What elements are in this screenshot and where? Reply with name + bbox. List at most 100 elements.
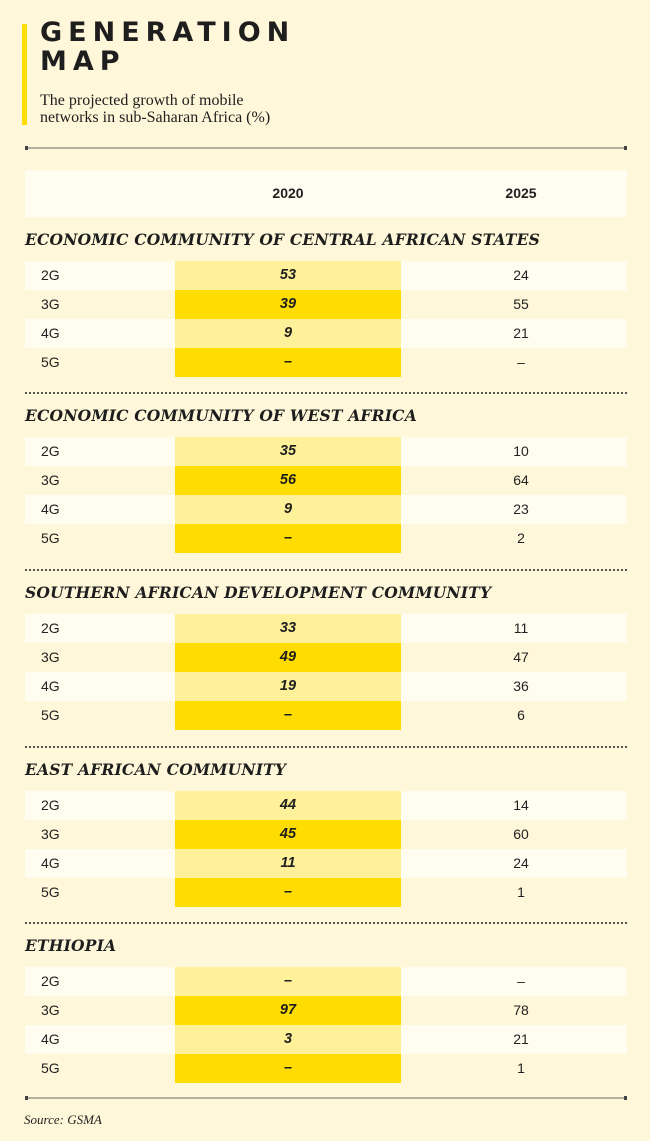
value-2025: – <box>517 973 525 989</box>
value-2025: 1 <box>517 1060 525 1076</box>
table-row: 4G 19 36 <box>25 672 627 701</box>
row-label: 2G <box>41 620 60 636</box>
value-2020: 53 <box>175 261 401 290</box>
top-divider <box>25 146 627 150</box>
section-divider <box>25 569 627 571</box>
value-2025: 78 <box>513 1002 529 1018</box>
table-row: 3G 56 64 <box>25 466 627 495</box>
value-2020: – <box>175 348 401 377</box>
table-row: 3G 97 78 <box>25 996 627 1025</box>
value-2020: 9 <box>175 495 401 524</box>
value-2020: 49 <box>175 643 401 672</box>
table-row: 4G 9 21 <box>25 319 627 348</box>
row-label: 3G <box>41 649 60 665</box>
value-2020: 19 <box>175 672 401 701</box>
value-2020: – <box>175 524 401 553</box>
subtitle-line-2: networks in sub-Saharan Africa (%) <box>40 109 271 126</box>
table-row: 2G – – <box>25 967 627 996</box>
table-row: 3G 49 47 <box>25 643 627 672</box>
value-2025: 1 <box>517 884 525 900</box>
value-2025: 60 <box>513 826 529 842</box>
value-2020: 35 <box>175 437 401 466</box>
table-row: 5G – 1 <box>25 878 627 907</box>
table-row: 5G – 2 <box>25 524 627 553</box>
row-label: 3G <box>41 826 60 842</box>
table-row: 4G 11 24 <box>25 849 627 878</box>
value-2020: – <box>175 701 401 730</box>
table-row: 2G 53 24 <box>25 261 627 290</box>
value-2025: 24 <box>513 267 529 283</box>
value-2020: 45 <box>175 820 401 849</box>
table-row: 5G – 1 <box>25 1054 627 1083</box>
section-title: EAST AFRICAN COMMUNITY <box>25 760 287 779</box>
value-2025: 24 <box>513 855 529 871</box>
row-label: 2G <box>41 797 60 813</box>
value-2020: – <box>175 878 401 907</box>
value-2025: 11 <box>513 620 529 636</box>
row-label: 5G <box>41 1060 60 1076</box>
row-label: 4G <box>41 678 60 694</box>
section-divider <box>25 746 627 748</box>
value-2020: 56 <box>175 466 401 495</box>
row-label: 4G <box>41 325 60 341</box>
column-header-2025: 2025 <box>505 185 537 201</box>
row-label: 3G <box>41 296 60 312</box>
value-2025: 21 <box>513 325 529 341</box>
table-header: 2020 2025 <box>25 170 627 217</box>
row-label: 5G <box>41 530 60 546</box>
title-accent-bar <box>22 24 27 125</box>
section-divider <box>25 922 627 924</box>
title-line-2: MAP <box>40 46 126 77</box>
row-label: 5G <box>41 354 60 370</box>
value-2025: – <box>517 354 525 370</box>
page-title: GENERATION MAP <box>40 18 295 76</box>
value-2025: 6 <box>517 707 525 723</box>
table-row: 5G – 6 <box>25 701 627 730</box>
value-2020: 9 <box>175 319 401 348</box>
value-2025: 55 <box>513 296 529 312</box>
section-title: ECONOMIC COMMUNITY OF CENTRAL AFRICAN ST… <box>25 230 540 249</box>
row-label: 2G <box>41 267 60 283</box>
table-row: 2G 44 14 <box>25 791 627 820</box>
row-label: 5G <box>41 884 60 900</box>
value-2020: – <box>175 967 401 996</box>
value-2020: 39 <box>175 290 401 319</box>
value-2025: 23 <box>513 501 529 517</box>
subtitle-line-1: The projected growth of mobile <box>40 92 244 109</box>
table-row: 4G 9 23 <box>25 495 627 524</box>
value-2020: 3 <box>175 1025 401 1054</box>
value-2025: 36 <box>513 678 529 694</box>
title-line-1: GENERATION <box>40 17 296 48</box>
section-title: SOUTHERN AFRICAN DEVELOPMENT COMMUNITY <box>25 583 492 602</box>
table-row: 2G 33 11 <box>25 614 627 643</box>
column-header-2020: 2020 <box>272 185 304 201</box>
value-2020: 33 <box>175 614 401 643</box>
section-title: ECONOMIC COMMUNITY OF WEST AFRICA <box>25 406 417 425</box>
row-label: 4G <box>41 855 60 871</box>
value-2020: 44 <box>175 791 401 820</box>
row-label: 4G <box>41 501 60 517</box>
value-2025: 47 <box>513 649 529 665</box>
section-title: ETHIOPIA <box>25 936 117 955</box>
row-label: 2G <box>41 443 60 459</box>
bottom-divider <box>25 1096 627 1100</box>
value-2020: – <box>175 1054 401 1083</box>
row-label: 5G <box>41 707 60 723</box>
row-label: 3G <box>41 472 60 488</box>
value-2025: 2 <box>517 530 525 546</box>
table-row: 5G – – <box>25 348 627 377</box>
table-row: 4G 3 21 <box>25 1025 627 1054</box>
table-row: 3G 39 55 <box>25 290 627 319</box>
value-2025: 14 <box>513 797 529 813</box>
row-label: 2G <box>41 973 60 989</box>
section-divider <box>25 392 627 394</box>
value-2025: 10 <box>513 443 529 459</box>
table-row: 3G 45 60 <box>25 820 627 849</box>
row-label: 4G <box>41 1031 60 1047</box>
source-note: Source: GSMA <box>24 1112 102 1127</box>
value-2025: 21 <box>513 1031 529 1047</box>
table-row: 2G 35 10 <box>25 437 627 466</box>
subtitle: The projected growth of mobile networks … <box>40 92 270 126</box>
value-2020: 11 <box>175 849 401 878</box>
row-label: 3G <box>41 1002 60 1018</box>
